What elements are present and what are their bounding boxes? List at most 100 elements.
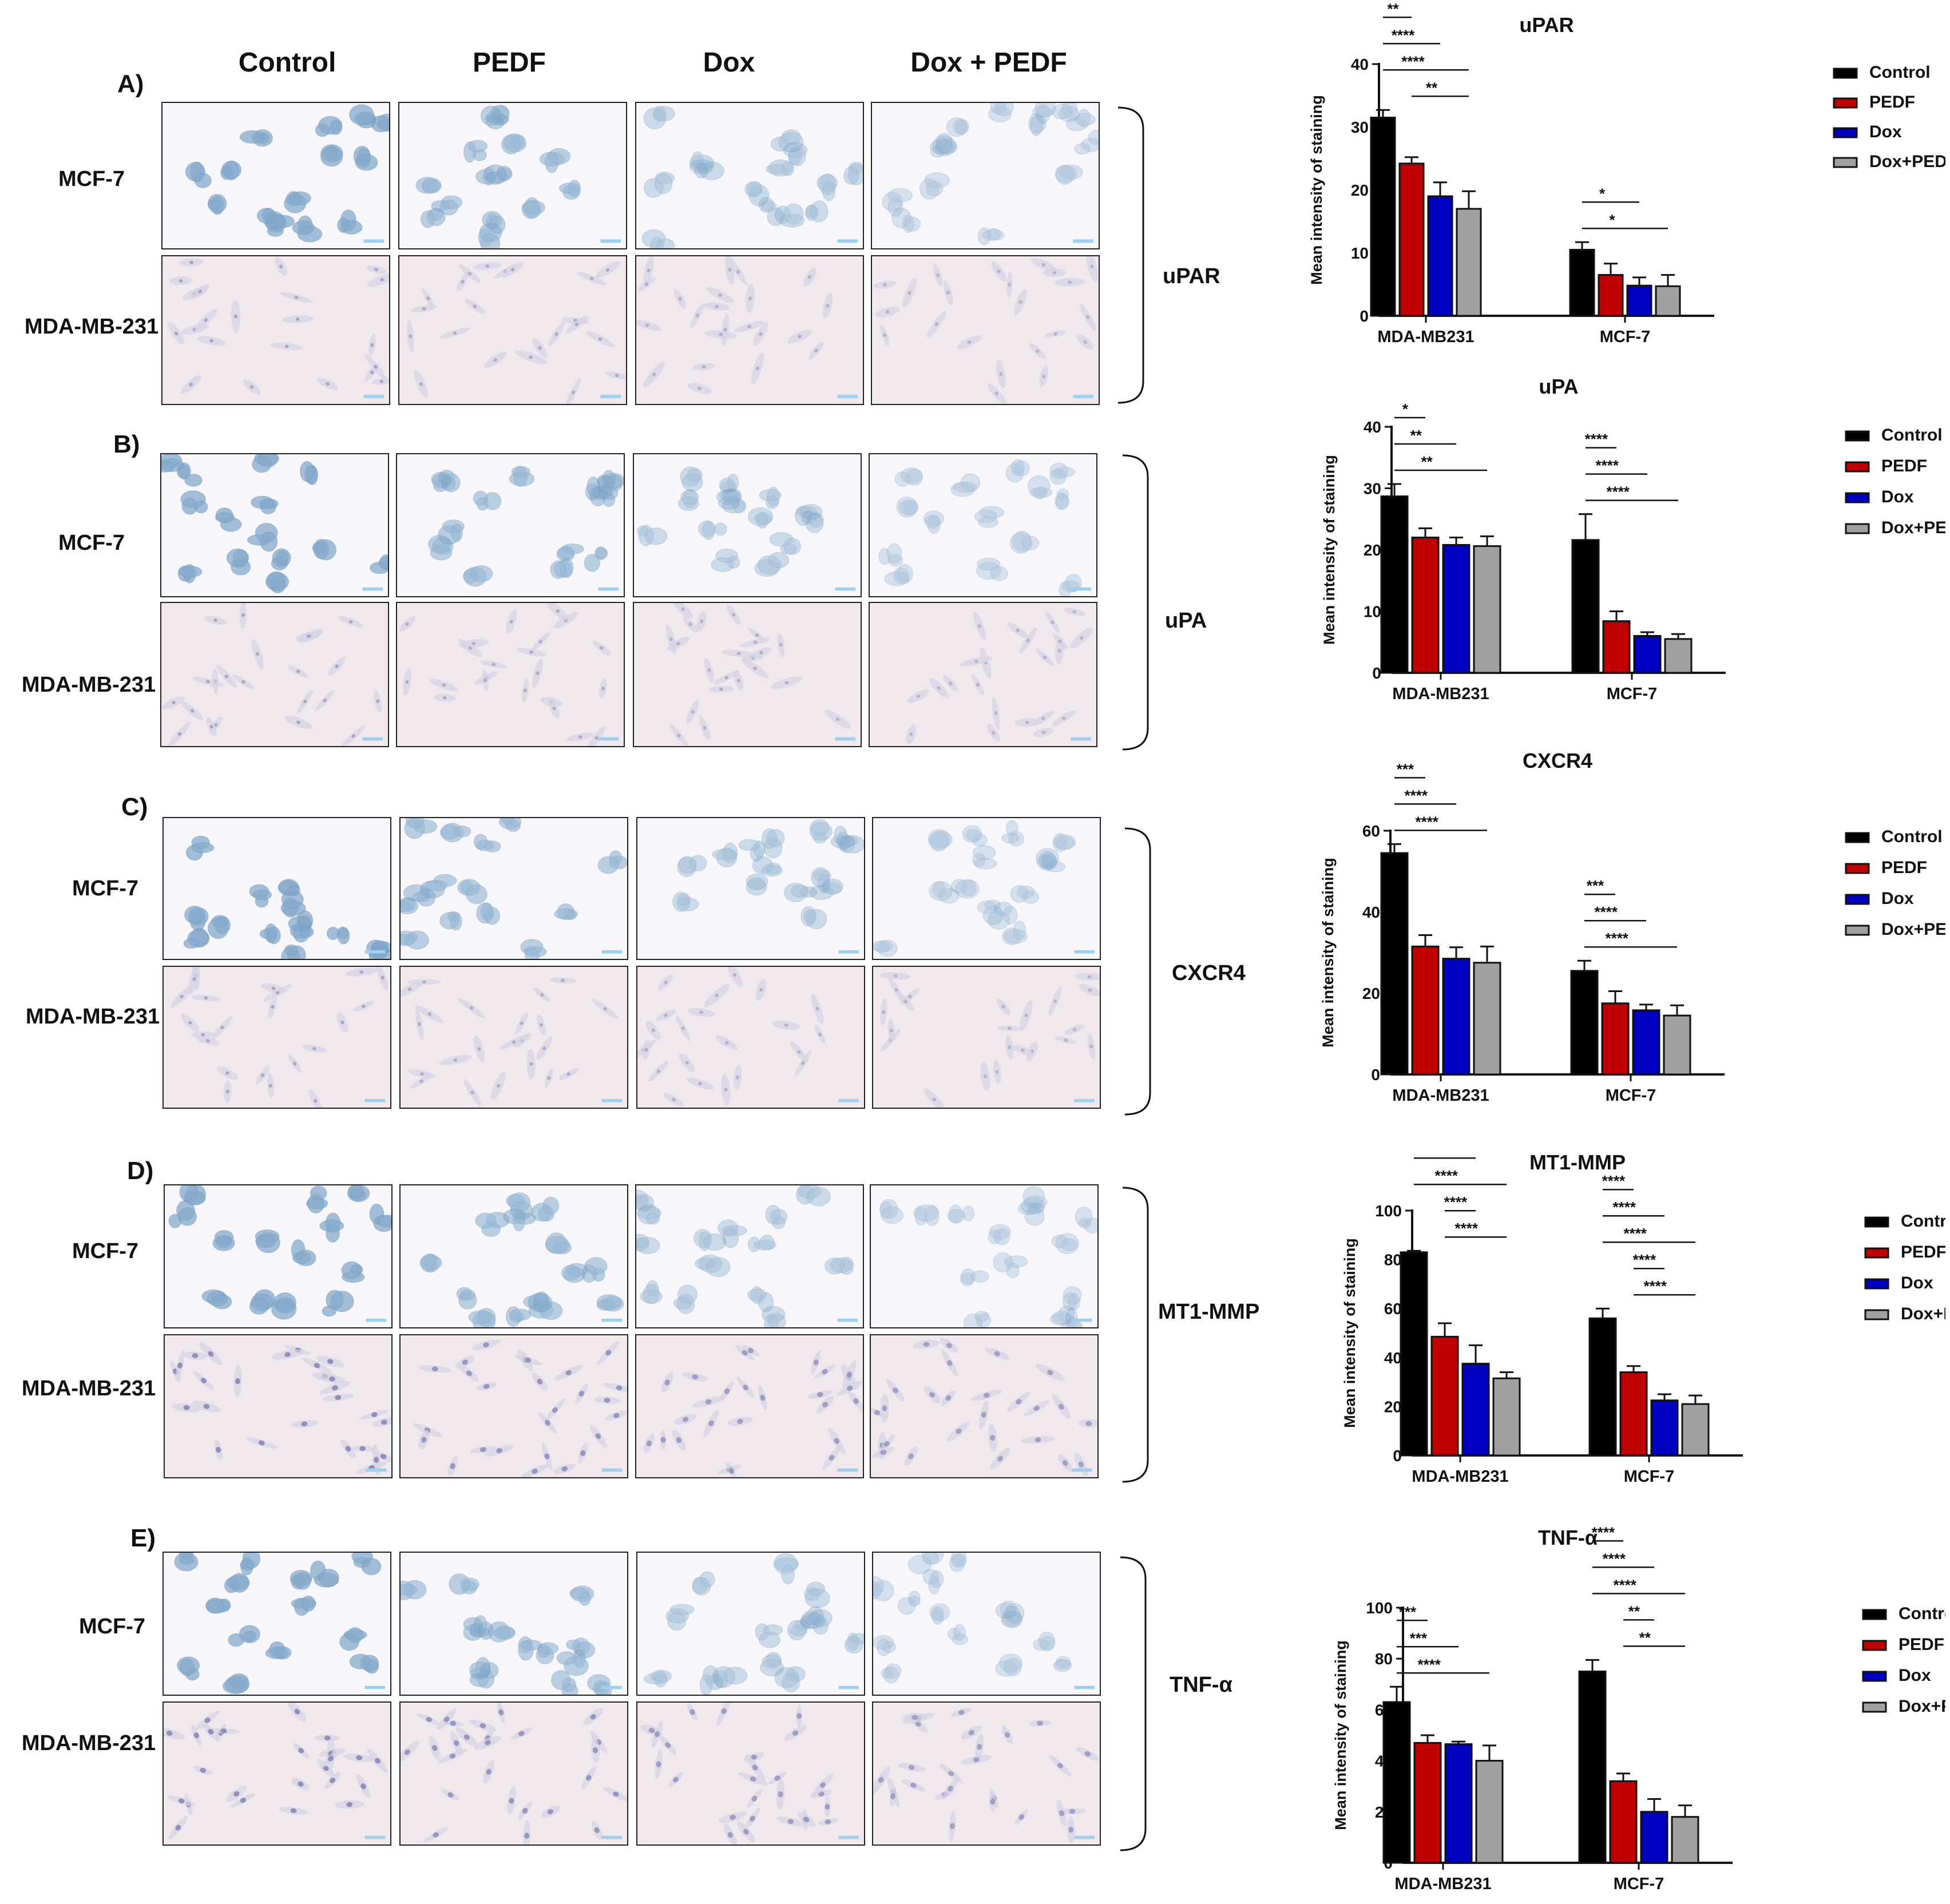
- x-category-label: MCF-7: [1600, 328, 1651, 346]
- bar-pedf: [1430, 1335, 1459, 1457]
- x-category-label: MCF-7: [1607, 685, 1658, 703]
- panel-letter-e: E): [130, 1524, 156, 1552]
- scale-bar: [363, 395, 385, 399]
- legend-swatch: [1862, 1609, 1887, 1620]
- y-tick-label: 20: [1362, 985, 1380, 1002]
- significance-label: ***: [1399, 1603, 1417, 1620]
- micrograph-b-mcf7-dox: [633, 453, 862, 597]
- y-tick-label: 100: [1366, 1599, 1393, 1617]
- legend-label: PEDF: [1869, 93, 1915, 112]
- significance-label: **: [1410, 427, 1422, 444]
- legend-swatch: [1845, 461, 1870, 473]
- micrograph-b-mcf7-pedf: [396, 453, 625, 597]
- bracket-c: [1124, 827, 1151, 1116]
- x-category-label: MDA-MB231: [1412, 1467, 1508, 1486]
- scale-bar: [835, 737, 856, 741]
- bar-control: [1571, 539, 1600, 674]
- micrograph-e-mcf7-pedf: [399, 1552, 628, 1696]
- micrograph-c-mcf7-pedf: [399, 817, 628, 960]
- legend-swatch: [1862, 1671, 1887, 1682]
- y-tick-label: 100: [1375, 1202, 1402, 1220]
- micrograph-a-mcf7-doxpedf: [871, 102, 1100, 249]
- legend-swatch: [1833, 68, 1858, 79]
- row-label-mcf7: MCF-7: [78, 1615, 146, 1639]
- chart-title: TNF-α: [1538, 1526, 1598, 1549]
- legend-label: PEDF: [1881, 858, 1927, 877]
- scale-bar: [1074, 1685, 1095, 1689]
- legend-swatch: [1845, 925, 1870, 936]
- scale-bar: [364, 1098, 386, 1102]
- significance-label: ****: [1434, 1167, 1458, 1184]
- bar-dox: [1633, 635, 1662, 674]
- scale-bar: [1073, 239, 1094, 243]
- micrograph-b-mda-dox: [633, 602, 862, 747]
- legend-swatch: [1864, 1247, 1889, 1259]
- legend-label: Dox+PEDF: [1899, 1697, 1945, 1716]
- bar-dox: [1427, 195, 1453, 317]
- legend-swatch: [1833, 157, 1858, 168]
- scale-bar: [598, 587, 619, 591]
- row-label-mda: MDA-MB-231: [21, 1377, 156, 1401]
- column-header-pedf: PEDF: [472, 47, 546, 78]
- significance-label: ****: [1424, 1150, 1448, 1158]
- bar-dox: [1442, 958, 1471, 1076]
- row-label-mcf7: MCF-7: [72, 876, 139, 901]
- legend-label: Dox+PEDF: [1881, 518, 1945, 537]
- micrograph-a-mda-control: [161, 255, 390, 405]
- y-axis-label: Mean intensity of staining: [1341, 1238, 1358, 1428]
- bar-pedf: [1619, 1371, 1648, 1457]
- bar-pedf: [1609, 1780, 1638, 1864]
- legend-swatch: [1845, 894, 1870, 905]
- micrograph-c-mcf7-control: [162, 817, 391, 960]
- bar-pedf: [1601, 1002, 1630, 1076]
- legend-swatch: [1864, 1309, 1889, 1320]
- scale-bar: [1073, 395, 1094, 399]
- micrograph-e-mcf7-control: [162, 1552, 391, 1696]
- y-tick-label: 0: [1393, 1447, 1402, 1465]
- bar-dox-pedf: [1492, 1377, 1521, 1457]
- legend-label: Dox+PEDF: [1901, 1304, 1945, 1323]
- significance-label: ****: [1585, 431, 1608, 448]
- significance-label: **: [1628, 1602, 1640, 1620]
- scale-bar: [837, 1318, 858, 1322]
- bar-control: [1400, 1251, 1428, 1457]
- bar-control: [1380, 495, 1409, 674]
- micrograph-b-mda-doxpedf: [869, 602, 1097, 747]
- scale-bar: [1074, 950, 1095, 954]
- legend-label: Control: [1881, 426, 1943, 445]
- bar-pedf: [1398, 162, 1425, 317]
- micrograph-e-mda-control: [162, 1701, 391, 1846]
- y-tick-label: 40: [1362, 903, 1380, 921]
- micrograph-c-mcf7-doxpedf: [872, 817, 1101, 960]
- micrograph-d-mcf7-dox: [635, 1184, 864, 1328]
- chart-cxcr4: CXCR4 Mean intensity of staining 0 20 40 60 MD…: [1319, 749, 1945, 1105]
- bar-dox-pedf: [1664, 638, 1693, 674]
- bar-dox: [1461, 1363, 1490, 1457]
- chart-upa: uPA Mean intensity of staining 0 10 20 30 40 MD…: [1321, 375, 1945, 703]
- micrograph-a-mda-dox: [635, 255, 864, 405]
- scale-bar: [601, 1098, 623, 1102]
- y-axis-label: Mean intensity of staining: [1332, 1640, 1349, 1830]
- column-header-control: Control: [238, 47, 336, 78]
- panel-letter-a: A): [117, 70, 144, 98]
- micrograph-e-mcf7-doxpedf: [872, 1552, 1101, 1696]
- chart-upar: uPAR Mean intensity of staining 0 10 20 30 40 M…: [1308, 0, 1945, 346]
- micrograph-c-mda-control: [162, 966, 391, 1109]
- scale-bar: [835, 587, 856, 591]
- legend-label: Control: [1881, 827, 1943, 846]
- significance-label: *: [1402, 400, 1409, 418]
- micrograph-d-mda-pedf: [399, 1334, 628, 1478]
- y-tick-label: 80: [1375, 1650, 1393, 1668]
- micrograph-a-mda-doxpedf: [871, 255, 1100, 405]
- y-tick-label: 60: [1362, 822, 1380, 840]
- row-label-mda: MDA-MB-231: [24, 315, 159, 339]
- legend-swatch: [1845, 523, 1870, 534]
- scale-bar: [364, 1835, 386, 1839]
- micrograph-a-mcf7-dox: [635, 102, 864, 249]
- legend-label: PEDF: [1881, 457, 1927, 475]
- y-tick-label: 80: [1384, 1251, 1402, 1269]
- y-tick-label: 60: [1384, 1300, 1402, 1318]
- legend-label: Control: [1869, 63, 1931, 82]
- bar-control: [1570, 970, 1599, 1076]
- bar-pedf: [1413, 1742, 1442, 1864]
